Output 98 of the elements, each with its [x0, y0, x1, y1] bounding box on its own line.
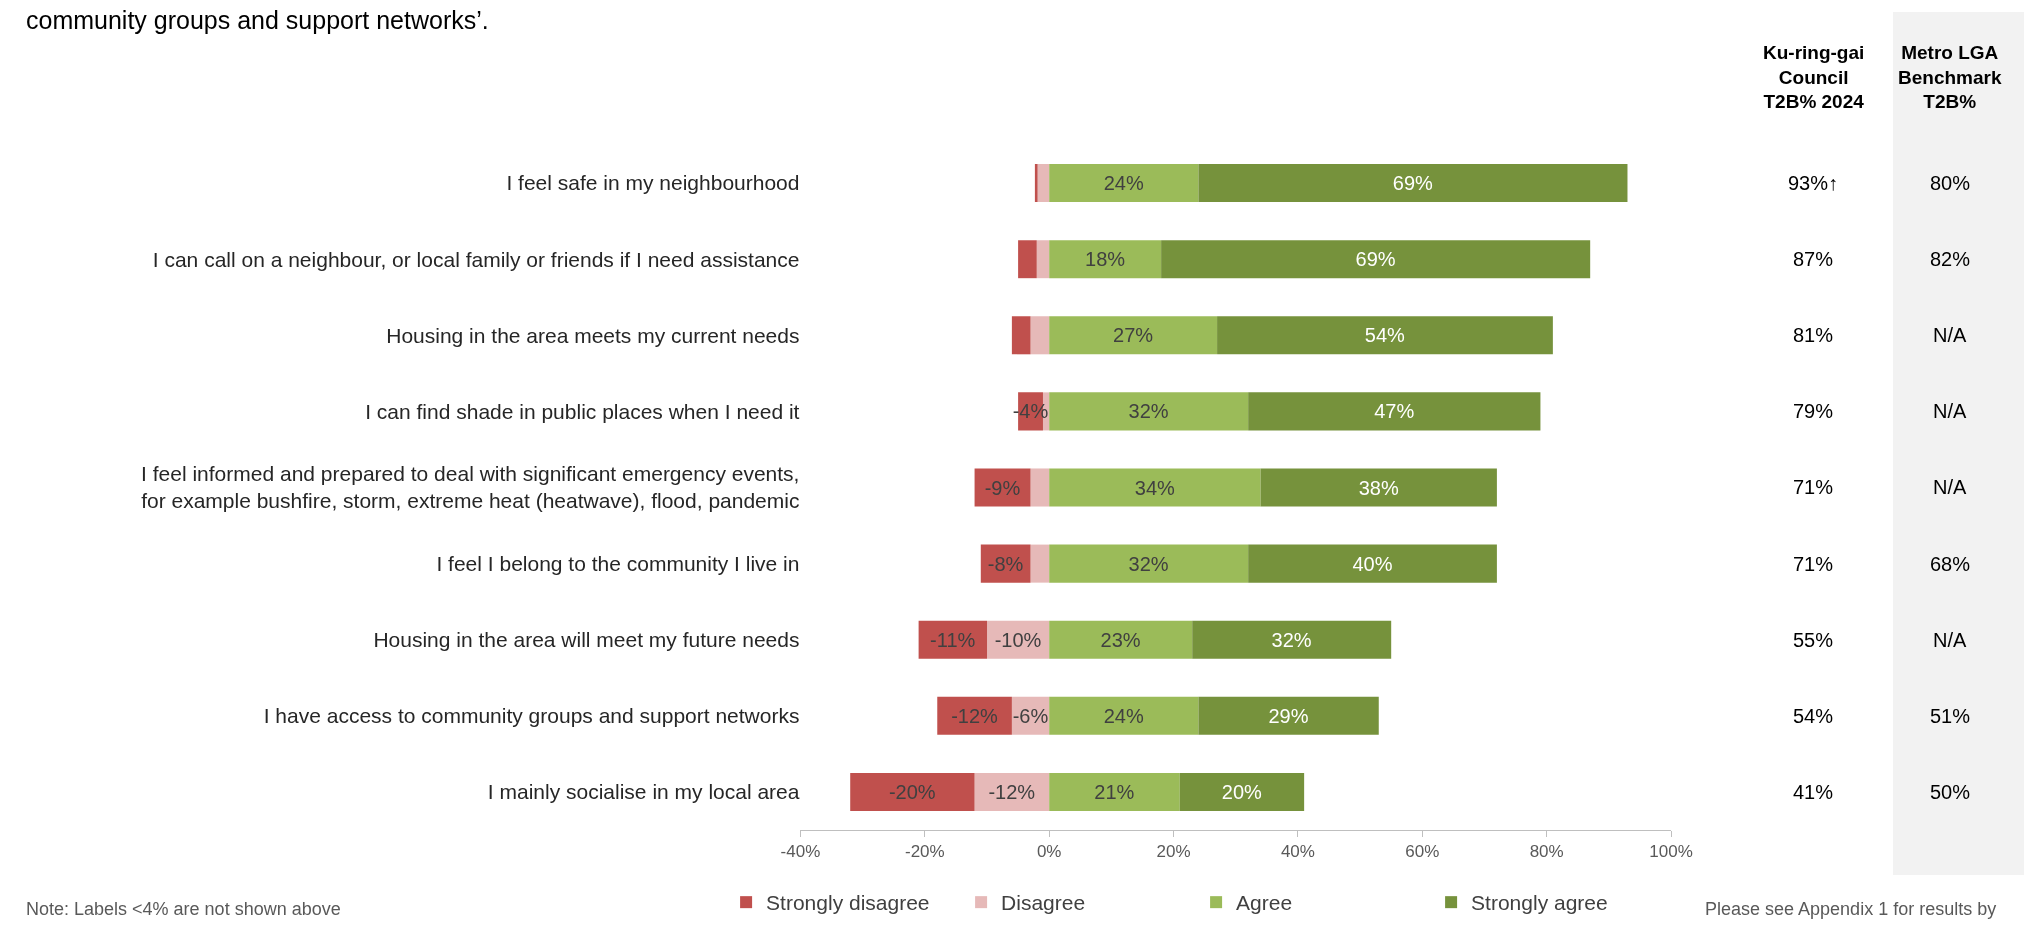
text: 68%	[1930, 553, 1971, 575]
data-label: 21%	[1094, 780, 1135, 803]
text: Note: Labels <4% are not shown above	[26, 899, 341, 919]
y-tick-label: I mainly socialise in my local area	[487, 780, 800, 804]
bar	[1036, 240, 1050, 279]
data-label: 18%	[1085, 248, 1126, 271]
text: 93%↑	[1788, 172, 1839, 194]
x-tick-label: -20%	[904, 842, 945, 862]
data-label: -12%	[951, 704, 999, 727]
data-label: 20%	[1221, 780, 1263, 803]
data-label: -8%	[987, 552, 1024, 575]
x-tick-label: 60%	[1405, 842, 1440, 862]
bar	[1248, 544, 1497, 583]
text: 87%	[1793, 248, 1834, 270]
text: community groups and support networks’.	[26, 6, 489, 34]
bar	[1049, 164, 1199, 203]
data-label: 40%	[1352, 552, 1393, 575]
text: Please see Appendix 1 for results by	[1705, 899, 1997, 919]
bar	[1049, 772, 1180, 811]
data-label: -10%	[994, 628, 1042, 651]
bar	[1049, 620, 1193, 659]
y-tick-label: Housing in the area meets my current needs	[386, 323, 800, 347]
bar	[1049, 240, 1162, 279]
bar	[974, 468, 1031, 507]
bar	[1049, 544, 1249, 583]
bar	[1030, 316, 1050, 355]
y-tick-label: I can find shade in public places when I need it	[365, 399, 800, 423]
data-label: 69%	[1355, 248, 1396, 271]
data-label: 32%	[1128, 552, 1169, 575]
text: 81%	[1793, 324, 1834, 346]
data-label: 27%	[1113, 324, 1154, 347]
bar	[1049, 468, 1261, 507]
bar	[1198, 164, 1628, 203]
bar	[1192, 620, 1392, 659]
data-label: 34%	[1134, 476, 1176, 499]
bar	[937, 696, 1012, 735]
data-label: 69%	[1392, 172, 1434, 195]
x-tick-label: 0%	[1036, 842, 1062, 862]
text: N/A	[1933, 400, 1967, 422]
legend-label: Disagree	[1001, 891, 1086, 915]
text: Ku-ring-gai Council T2B% 2024	[1763, 42, 1865, 113]
bar	[1018, 240, 1037, 279]
y-tick-label: I feel safe in my neighbourhood	[506, 171, 800, 195]
bar	[1161, 240, 1591, 279]
data-label: 54%	[1364, 324, 1406, 347]
text: 54%	[1793, 705, 1834, 727]
bar	[1217, 316, 1553, 355]
text: 55%	[1793, 629, 1834, 651]
text: 51%	[1930, 705, 1971, 727]
bar	[1011, 316, 1031, 355]
y-tick-label: I feel informed and prepared to deal with significant emergency events, for example bushfire, storm, extreme heat (heatwave), flood, pandemic	[141, 462, 800, 513]
data-label: -11%	[930, 628, 976, 651]
bar	[1036, 164, 1050, 203]
data-label: 29%	[1268, 704, 1309, 727]
y-tick-label: Housing in the area will meet my future needs	[373, 628, 800, 652]
data-label: 32%	[1271, 628, 1312, 651]
text: N/A	[1933, 324, 1967, 346]
bar	[1198, 696, 1379, 735]
data-label: -20%	[888, 780, 936, 803]
legend-label: Strongly agree	[1471, 891, 1608, 915]
text: 80%	[1930, 172, 1971, 194]
x-tick-label: -40%	[780, 842, 821, 862]
data-label: 32%	[1128, 400, 1169, 423]
y-tick-label: I have access to community groups and support networks	[263, 704, 800, 728]
text: 79%	[1793, 400, 1834, 422]
text: N/A	[1933, 629, 1967, 651]
text: 50%	[1930, 781, 1971, 803]
legend-label: Agree	[1236, 891, 1293, 915]
data-label: 24%	[1103, 172, 1144, 195]
text: 71%	[1793, 553, 1834, 575]
bar	[1030, 468, 1050, 507]
x-tick-label: 80%	[1529, 842, 1564, 862]
y-tick-label: I feel I belong to the community I live in	[436, 551, 800, 575]
bar	[1260, 468, 1497, 507]
bar	[1030, 544, 1050, 583]
text: 71%	[1793, 476, 1834, 498]
x-tick-label: 100%	[1649, 842, 1693, 862]
x-tick-label: 40%	[1280, 842, 1315, 862]
data-label: 23%	[1100, 628, 1141, 651]
x-tick-label: 20%	[1156, 842, 1191, 862]
data-label: -6%	[1012, 704, 1049, 727]
text: 82%	[1930, 248, 1971, 270]
data-label: -12%	[988, 780, 1036, 803]
legend-label: Strongly disagree	[766, 891, 930, 915]
bar	[1049, 392, 1249, 431]
bar	[850, 772, 975, 811]
bar	[1049, 696, 1199, 735]
data-label: -9%	[984, 476, 1021, 499]
text: 41%	[1793, 781, 1834, 803]
text: Metro LGA Benchmark T2B%	[1898, 42, 2002, 113]
bar	[1179, 772, 1305, 811]
y-tick-label: I can call on a neighbour, or local family or friends if I need assistance	[152, 247, 800, 271]
data-label: 38%	[1358, 476, 1399, 499]
data-label: 24%	[1103, 704, 1144, 727]
data-label: 47%	[1374, 400, 1415, 423]
bar	[1248, 392, 1541, 431]
bar	[1049, 316, 1218, 355]
text: N/A	[1933, 476, 1967, 498]
